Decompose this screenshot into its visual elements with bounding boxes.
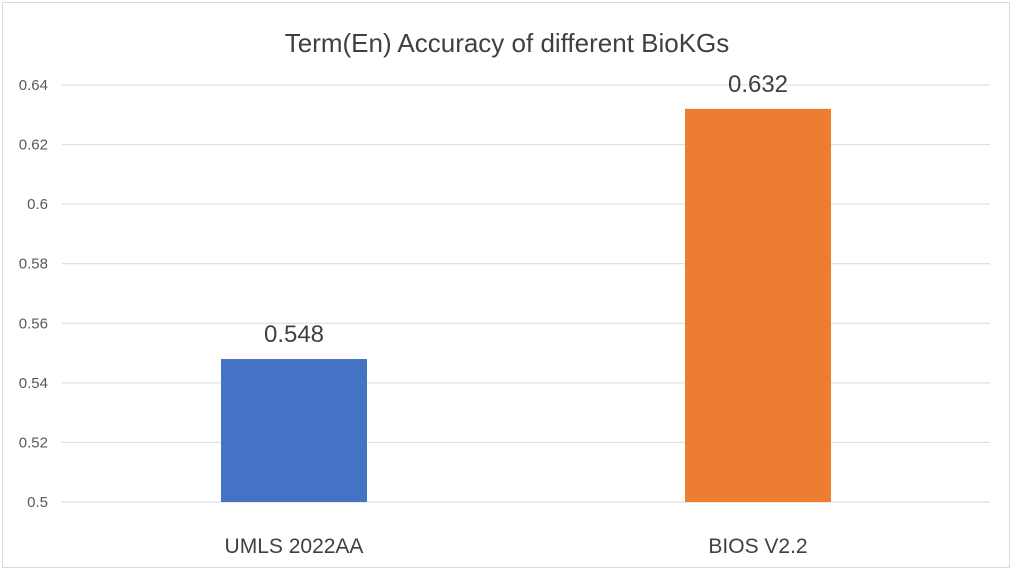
- data-label-1: 0.548: [264, 321, 324, 348]
- y-tick-label: 0.62: [19, 137, 48, 154]
- y-tick-label: 0.58: [19, 256, 48, 273]
- x-category-label-1: UMLS 2022AA: [225, 535, 364, 558]
- x-category-label-2: BIOS V2.2: [708, 535, 807, 558]
- y-tick-label: 0.6: [27, 196, 48, 213]
- data-label-2: 0.632: [728, 71, 788, 98]
- y-axis-ticks: 0.5 0.52 0.54 0.56 0.58 0.6 0.62 0.64: [19, 77, 48, 511]
- data-labels: 0.548 0.632: [264, 71, 788, 348]
- y-tick-label: 0.5: [27, 494, 48, 511]
- chart-title: Term(En) Accuracy of different BioKGs: [285, 28, 730, 58]
- y-tick-label: 0.52: [19, 434, 48, 451]
- bars: [221, 108, 831, 502]
- bar-1: [221, 359, 367, 502]
- bar-2: [685, 108, 831, 502]
- y-tick-label: 0.54: [19, 375, 48, 392]
- y-tick-label: 0.64: [19, 77, 48, 94]
- x-axis-categories: UMLS 2022AA BIOS V2.2: [225, 535, 808, 558]
- gridlines: [62, 84, 990, 503]
- y-tick-label: 0.56: [19, 315, 48, 332]
